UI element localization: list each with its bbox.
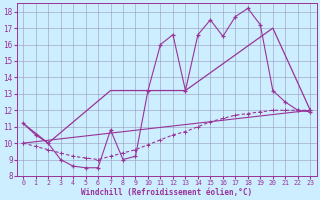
X-axis label: Windchill (Refroidissement éolien,°C): Windchill (Refroidissement éolien,°C): [81, 188, 252, 197]
